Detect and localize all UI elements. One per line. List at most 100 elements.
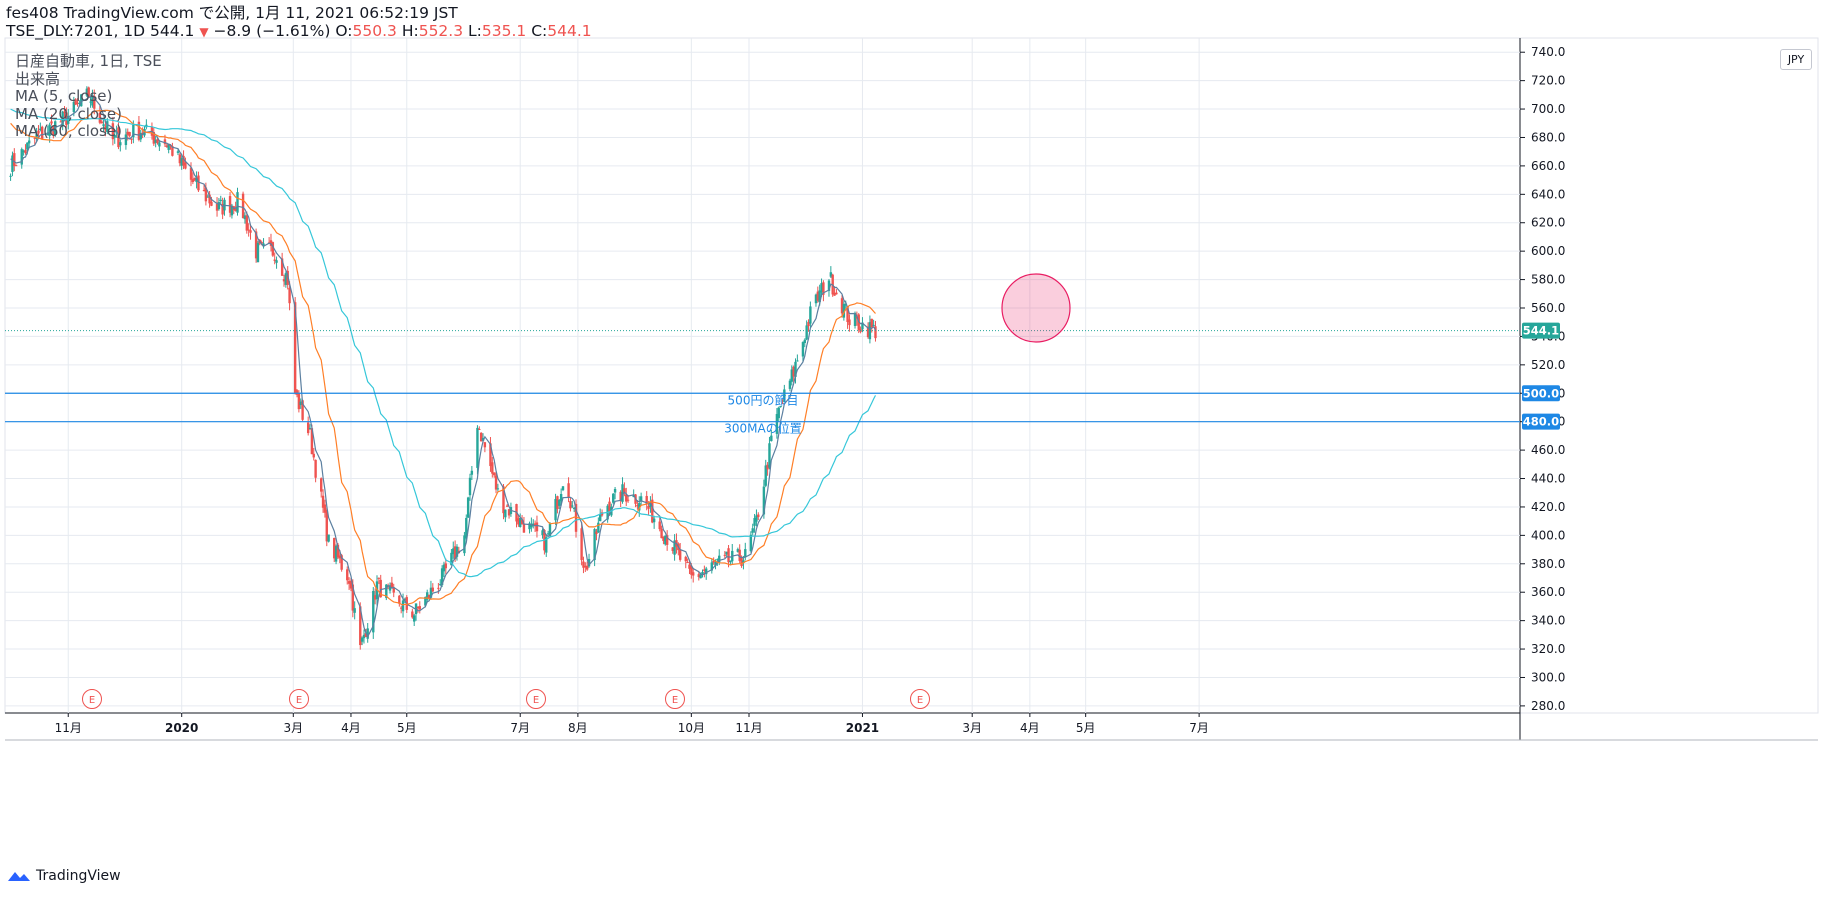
- candle-body: [163, 139, 167, 145]
- currency-badge[interactable]: JPY: [1780, 49, 1812, 70]
- candle-body: [584, 565, 587, 568]
- candle-body: [117, 127, 120, 148]
- highlight-circle[interactable]: [1001, 273, 1071, 343]
- candle-body: [346, 569, 349, 581]
- earnings-marker[interactable]: [82, 689, 102, 709]
- candle-body: [822, 282, 825, 295]
- earnings-marker[interactable]: [910, 689, 930, 709]
- candle-body: [729, 560, 732, 563]
- candle-body: [848, 319, 851, 326]
- candle-body: [128, 132, 131, 136]
- candle-body: [652, 518, 656, 523]
- candle-body: [215, 204, 219, 211]
- earnings-marker[interactable]: [526, 689, 546, 709]
- y-tick-label: 460.0: [1531, 443, 1565, 457]
- candle-body: [546, 533, 550, 535]
- candle-body: [180, 158, 183, 166]
- candle-body: [522, 523, 526, 533]
- y-tick-label: 400.0: [1531, 528, 1565, 542]
- candle-body: [113, 135, 116, 138]
- candle-body: [26, 142, 29, 150]
- earnings-marker[interactable]: [665, 689, 685, 709]
- candle-body: [249, 230, 252, 233]
- candle-body: [507, 509, 511, 516]
- candle-body: [217, 202, 221, 210]
- candle-body: [777, 407, 780, 419]
- candle-body: [165, 145, 169, 147]
- legend-ma20[interactable]: MA (20, close): [15, 104, 122, 123]
- candle-body: [574, 504, 578, 532]
- candle-body: [673, 540, 676, 555]
- candle-body: [351, 584, 355, 611]
- candle-body: [403, 598, 407, 600]
- candle-body: [790, 369, 793, 382]
- legend-ma60[interactable]: MA (60, close): [15, 122, 122, 140]
- candle-body: [623, 488, 626, 494]
- candle-body: [736, 549, 740, 552]
- legend-ma5[interactable]: MA (5, close): [15, 87, 113, 105]
- candle-body: [470, 470, 474, 475]
- candle-body: [401, 600, 405, 612]
- candle-body: [703, 569, 706, 571]
- candle-body: [273, 259, 276, 261]
- candle-body: [829, 272, 833, 277]
- candle-body: [171, 146, 174, 156]
- legend-symbol[interactable]: 日産自動車, 1日, TSE: [15, 52, 162, 70]
- candle-body: [388, 585, 392, 591]
- open-value: 550.3: [352, 22, 397, 40]
- candle-body: [639, 496, 643, 501]
- candle-body: [866, 326, 870, 338]
- candle-body: [314, 459, 317, 478]
- candle-body: [74, 99, 77, 105]
- candle-body: [14, 165, 18, 167]
- candle-body: [762, 486, 766, 515]
- candle-body: [106, 121, 109, 132]
- candle-body: [349, 580, 353, 589]
- candle-body: [491, 462, 494, 474]
- candle-body: [167, 143, 170, 150]
- candle-body: [416, 606, 420, 608]
- candle-body: [325, 509, 328, 542]
- x-tick-label: 7月: [1189, 721, 1209, 735]
- candle-body: [796, 360, 799, 362]
- candle-body: [193, 177, 196, 181]
- legend-volume[interactable]: 出来高: [15, 69, 61, 88]
- candle-body: [228, 196, 232, 213]
- candle-body: [504, 509, 507, 518]
- candle-body: [323, 504, 327, 513]
- candle-body: [559, 493, 563, 502]
- y-tick-label: 560.0: [1531, 301, 1565, 315]
- candle-body: [558, 499, 561, 506]
- ma20-line: [10, 109, 876, 606]
- candle-body: [390, 582, 394, 588]
- candle-body: [803, 339, 806, 344]
- candle-body: [301, 400, 304, 420]
- candle-body: [712, 560, 715, 563]
- candle-body: [271, 242, 275, 256]
- candle-body: [638, 503, 641, 511]
- earnings-marker[interactable]: [289, 689, 309, 709]
- x-tick-label: 8月: [568, 721, 588, 735]
- close-value: 544.1: [547, 22, 592, 40]
- candle-body: [571, 505, 574, 507]
- candle-body: [684, 556, 687, 562]
- candle-body: [297, 393, 301, 410]
- candle-body: [33, 137, 36, 139]
- candle-body: [310, 428, 314, 455]
- candle-body: [465, 517, 468, 539]
- candle-body: [662, 536, 665, 541]
- candle-body: [621, 484, 624, 502]
- candle-body: [870, 318, 873, 328]
- candle-body: [61, 111, 64, 126]
- candle-body: [692, 572, 695, 576]
- footer-brand[interactable]: TradingView: [6, 868, 121, 884]
- candle-body: [619, 491, 622, 502]
- candle-body: [545, 537, 548, 553]
- candle-body: [816, 291, 820, 301]
- candle-body: [104, 126, 107, 131]
- candle-body: [50, 121, 53, 124]
- candle-body: [85, 88, 89, 96]
- candle-body: [399, 607, 403, 609]
- candle-body: [755, 515, 758, 522]
